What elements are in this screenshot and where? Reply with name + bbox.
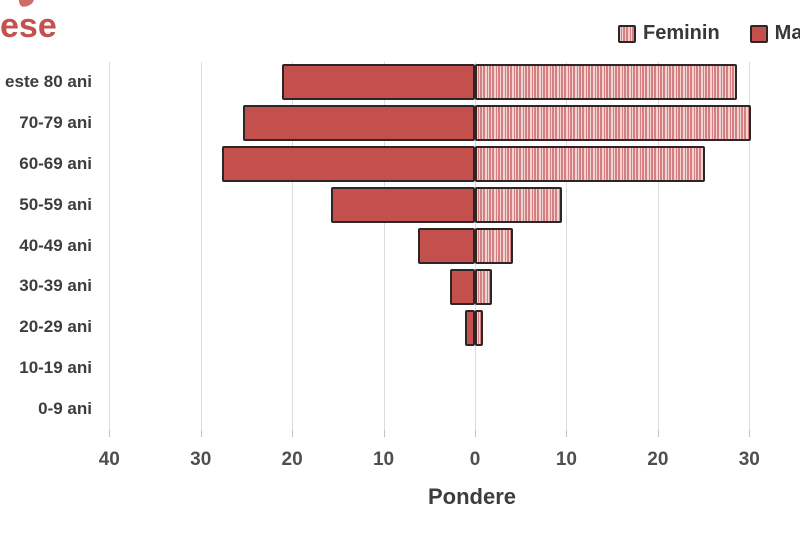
x-axis-tick-label: 30 — [738, 449, 760, 470]
axis-tick-mark — [566, 430, 568, 437]
feminin-swatch-icon — [618, 24, 636, 43]
gridline — [200, 62, 202, 430]
y-category-label: 50-59 ani — [19, 194, 92, 214]
x-axis-tick-label: 10 — [372, 449, 395, 470]
axis-tick-mark — [383, 430, 385, 437]
chart-title: ese — [0, 7, 57, 45]
legend: Feminin Ma — [618, 22, 800, 45]
x-axis-title: Pondere — [427, 484, 517, 509]
legend-item-masculin: Ma — [749, 22, 800, 45]
bar-feminin — [475, 64, 738, 101]
axis-tick-mark — [657, 430, 659, 437]
y-category-label: 40-49 ani — [19, 235, 92, 255]
plot-area — [0, 62, 800, 430]
bar-masculin — [221, 146, 475, 183]
x-axis-tick-label: 0 — [469, 449, 481, 470]
y-category-label: 0-9 ani — [38, 399, 92, 419]
axis-tick-mark — [475, 430, 476, 437]
bar-masculin — [418, 228, 475, 264]
gridline — [383, 62, 385, 430]
bar-feminin — [475, 105, 752, 142]
gridline — [749, 62, 751, 430]
y-category-label: 70-79 ani — [19, 112, 92, 132]
y-category-label: 20-29 ani — [19, 317, 92, 337]
y-category-label: 10-19 ani — [19, 358, 92, 378]
gridline — [566, 62, 568, 430]
x-axis-tick-label: 40 — [98, 449, 120, 470]
bar-feminin — [475, 309, 484, 346]
legend-item-feminin-label: Feminin — [643, 22, 720, 44]
bar-masculin — [464, 309, 475, 346]
masculin-swatch-icon — [749, 24, 768, 43]
bar-masculin — [282, 64, 475, 101]
x-axis-tick-label: 20 — [281, 449, 303, 470]
bar-feminin — [475, 228, 514, 264]
y-category-label: 60-69 ani — [19, 153, 92, 173]
axis-tick-mark — [749, 430, 751, 437]
gridline — [109, 62, 111, 430]
y-category-label: 30-39 ani — [19, 276, 92, 296]
bar-feminin — [475, 268, 493, 305]
bar-masculin — [450, 268, 475, 305]
gridline — [657, 62, 659, 430]
legend-item-feminin: Feminin — [618, 22, 720, 45]
bar-masculin — [330, 187, 475, 224]
bar-feminin — [475, 187, 562, 224]
x-axis-tick-label: 30 — [190, 449, 212, 470]
x-axis-tick-label: 10 — [555, 449, 577, 470]
x-axis-tick-label: 20 — [647, 449, 669, 470]
bar-feminin — [475, 146, 706, 183]
axis-tick-mark — [200, 430, 202, 437]
gridline — [292, 62, 294, 430]
legend-item-masculin-label: Ma — [774, 22, 800, 44]
axis-tick-mark — [109, 430, 111, 437]
axis-tick-mark — [292, 430, 294, 437]
bar-masculin — [242, 105, 475, 142]
y-category-label: este 80 ani — [5, 72, 92, 91]
